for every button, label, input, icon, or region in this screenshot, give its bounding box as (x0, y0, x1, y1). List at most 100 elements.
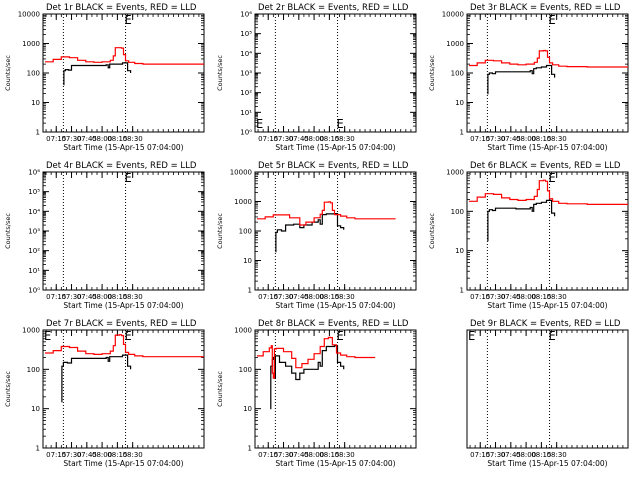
plot-frame (254, 13, 417, 133)
x-tick-label: 08:00 (92, 293, 112, 301)
series-lld-line (469, 179, 628, 205)
x-tick-label: 08:30 (547, 135, 567, 143)
y-tick-label: 100 (451, 70, 464, 78)
y-tick-label: 1 (36, 445, 40, 453)
x-tick-label: 07:30 (485, 135, 505, 143)
x-tick-label: 08:00 (92, 451, 112, 459)
x-axis-label: Start Time (15-Apr-15 07:04:00) (487, 459, 607, 468)
x-tick-label: 08:30 (123, 293, 143, 301)
y-tick-label: 10 (455, 247, 464, 255)
x-tick-label: 07:30 (61, 293, 81, 301)
y-axis-label: Counts/sec (216, 371, 224, 407)
x-axis-label: Start Time (15-Apr-15 07:04:00) (275, 143, 395, 152)
y-tick-label: 10⁴ (240, 50, 252, 58)
x-tick-label: 07:15 (470, 451, 490, 459)
x-tick-label: 07:45 (289, 135, 309, 143)
y-tick-label: 1 (248, 445, 252, 453)
y-tick-label: 10 (31, 99, 40, 107)
x-tick-label: 07:45 (77, 135, 97, 143)
y-axis-label: Counts/sec (4, 371, 12, 407)
x-axis-label: Start Time (15-Apr-15 07:04:00) (63, 143, 183, 152)
x-tick-label: 07:45 (501, 135, 521, 143)
y-axis-label: Counts/sec (428, 55, 436, 91)
plot-frame (466, 329, 629, 449)
y-tick-label: 100 (239, 228, 252, 236)
y-axis-label: Counts/sec (216, 213, 224, 249)
x-tick-label: 08:00 (516, 451, 536, 459)
y-tick-label: 100 (239, 366, 252, 374)
y-tick-label: 1000 (234, 327, 252, 335)
x-tick-label: 08:00 (304, 451, 324, 459)
series-lld-line (257, 336, 376, 379)
y-tick-label: 10⁰ (240, 129, 252, 137)
x-tick-label: 08:30 (335, 135, 355, 143)
x-tick-label: 08:15 (531, 451, 551, 459)
detector-panel-3: Det 3r BLACK = Events, RED = LLD 1 10 100 10… (428, 3, 629, 152)
panel-title: Det 2r BLACK = Events, RED = LLD (258, 3, 409, 13)
x-tick-label: 08:15 (319, 293, 339, 301)
e-marker: E (549, 171, 556, 185)
plot-frame (42, 13, 205, 133)
x-tick-label: 08:15 (319, 451, 339, 459)
x-tick-label: 07:45 (289, 293, 309, 301)
plot-frame (42, 329, 205, 449)
y-tick-label: 100 (451, 208, 464, 216)
panel-title: Det 3r BLACK = Events, RED = LLD (470, 3, 621, 13)
y-tick-label: 10³ (240, 70, 252, 78)
panel-title: Det 5r BLACK = Events, RED = LLD (258, 161, 409, 171)
x-tick-label: 08:30 (123, 135, 143, 143)
y-tick-label: 1 (36, 129, 40, 137)
e-marker: E (125, 329, 132, 343)
x-tick-label: 07:30 (485, 451, 505, 459)
y-axis-label: Counts/sec (428, 213, 436, 249)
x-tick-label: 07:30 (273, 293, 293, 301)
x-tick-label: 08:00 (304, 135, 324, 143)
detector-panel-2: Det 2r BLACK = Events, RED = LLD 10⁰ 10¹ 10… (216, 3, 417, 152)
x-axis-label: Start Time (15-Apr-15 07:04:00) (63, 301, 183, 310)
y-tick-label: 10⁶ (240, 11, 252, 19)
x-tick-label: 07:45 (501, 451, 521, 459)
series-lld-line (469, 49, 628, 68)
plot-frame (42, 171, 205, 291)
x-tick-label: 07:15 (46, 293, 66, 301)
x-tick-label: 07:15 (46, 135, 66, 143)
detector-panel-1: Det 1r BLACK = Events, RED = LLD 1 10 100 10… (4, 3, 205, 152)
x-tick-label: 07:45 (77, 451, 97, 459)
e-marker: E (125, 171, 132, 185)
e-marker: E (337, 117, 344, 131)
x-tick-label: 08:30 (335, 451, 355, 459)
e-marker: E (549, 329, 556, 343)
x-axis-label: Start Time (15-Apr-15 07:04:00) (275, 301, 395, 310)
y-axis-label: Counts/sec (4, 213, 12, 249)
x-tick-label: 07:30 (61, 451, 81, 459)
y-tick-label: 10 (243, 257, 252, 265)
y-tick-label: 10⁵ (240, 30, 252, 38)
series-events-line (63, 62, 132, 86)
x-tick-label: 08:30 (123, 451, 143, 459)
x-tick-label: 07:30 (485, 293, 505, 301)
series-events-line (275, 213, 345, 253)
x-tick-label: 07:15 (258, 135, 278, 143)
x-tick-label: 08:15 (107, 293, 127, 301)
x-tick-label: 07:45 (289, 451, 309, 459)
detector-panel-7: Det 7r BLACK = Events, RED = LLD 1 10 100 10… (4, 319, 205, 468)
series-events-line (487, 64, 556, 95)
y-tick-label: 10⁰ (28, 287, 40, 295)
x-tick-label: 08:15 (107, 451, 127, 459)
x-tick-label: 07:15 (258, 451, 278, 459)
x-tick-label: 07:30 (273, 135, 293, 143)
e-marker: E (468, 329, 475, 343)
x-tick-label: 08:00 (304, 293, 324, 301)
x-tick-label: 08:15 (531, 135, 551, 143)
x-tick-label: 07:15 (470, 135, 490, 143)
series-events-line (487, 199, 556, 242)
y-tick-label: 10000 (442, 11, 464, 19)
x-tick-label: 08:30 (335, 293, 355, 301)
x-tick-label: 08:00 (516, 135, 536, 143)
e-marker: E (256, 117, 263, 131)
x-tick-label: 07:15 (470, 293, 490, 301)
detector-panel-5: Det 5r BLACK = Events, RED = LLD 1 10 100 10… (216, 161, 417, 310)
y-tick-label: 10⁵ (28, 188, 40, 196)
y-tick-label: 1 (460, 129, 464, 137)
y-tick-label: 1 (460, 287, 464, 295)
